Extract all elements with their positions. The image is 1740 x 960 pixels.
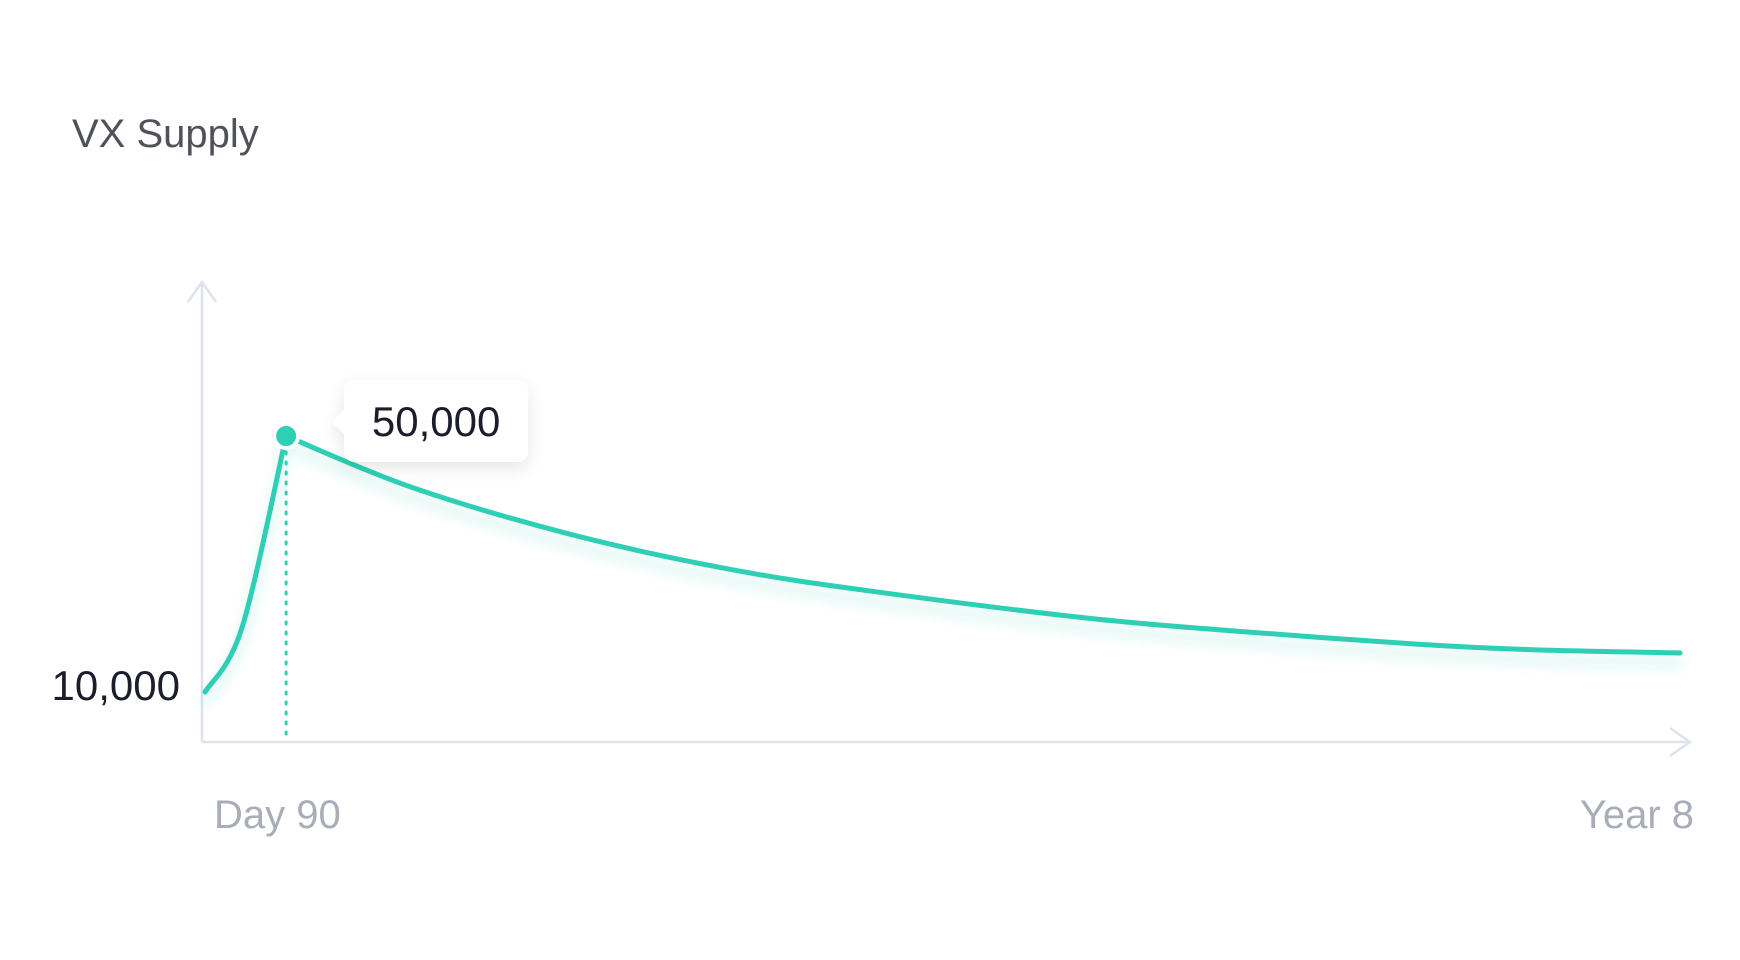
series-line bbox=[202, 433, 1683, 695]
x-axis-arrow bbox=[1669, 726, 1693, 758]
peak-point[interactable] bbox=[272, 422, 301, 450]
peak-tooltip-box bbox=[332, 380, 529, 462]
y-tick-label: 10,000 bbox=[52, 662, 180, 709]
peak-tooltip-value: 50,000 bbox=[372, 398, 500, 445]
x-start-label: Day 90 bbox=[214, 793, 341, 837]
peak-tooltip: 50,000 bbox=[332, 380, 529, 462]
axes bbox=[186, 279, 1693, 758]
chart-title: VX Supply bbox=[72, 112, 259, 156]
y-axis-arrow bbox=[186, 279, 218, 303]
x-end-label: Year 8 bbox=[1580, 793, 1694, 837]
